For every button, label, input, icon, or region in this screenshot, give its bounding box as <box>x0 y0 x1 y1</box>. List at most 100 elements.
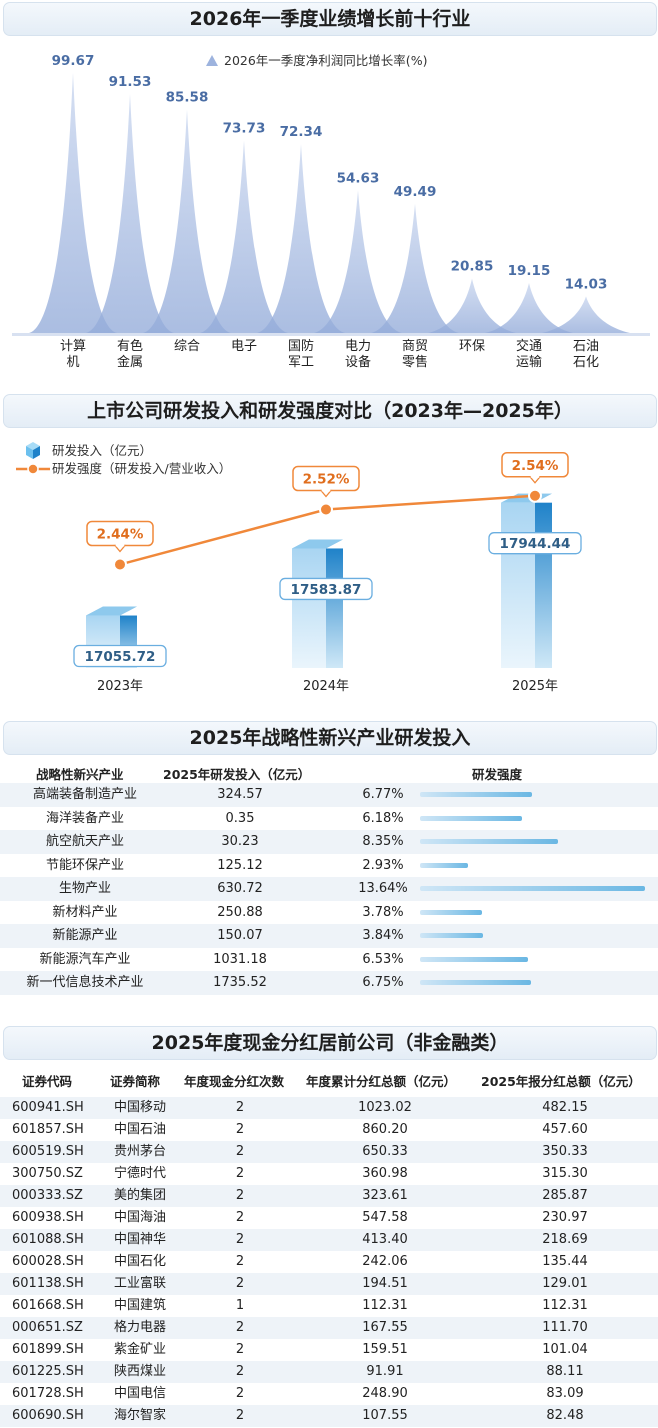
stock-name: 陕西煤业 <box>113 1364 166 1379</box>
industry-row: 新一代信息技术产业 1735.52 6.75% <box>0 971 658 995</box>
industry-row: 生物产业 630.72 13.64% <box>0 877 658 901</box>
legend-triangle-icon <box>206 55 218 66</box>
stock-name: 宁德时代 <box>113 1166 166 1181</box>
industry-intensity: 6.53% <box>362 951 404 967</box>
intensity-point <box>113 557 127 572</box>
industry-investment: 250.88 <box>217 904 263 920</box>
dividend-total: 547.58 <box>362 1210 408 1225</box>
s3-header-investment: 2025年研发投入（亿元） <box>163 767 311 782</box>
industry-investment: 125.12 <box>217 857 263 873</box>
bar-front <box>292 548 326 668</box>
dividend-annual: 482.15 <box>542 1100 588 1115</box>
peak-category-label: 金属 <box>117 354 143 370</box>
peak-shape <box>86 94 174 333</box>
dividend-total: 360.98 <box>362 1166 408 1181</box>
bar-value-label: 17055.72 <box>85 649 156 665</box>
s3-header-intensity: 研发强度 <box>472 767 523 782</box>
dividend-row: 601088.SH 中国神华 2 413.40 218.69 <box>0 1229 658 1251</box>
dividend-times: 2 <box>235 1342 245 1357</box>
dividend-annual: 230.97 <box>542 1210 588 1225</box>
dividend-annual: 101.04 <box>542 1342 588 1357</box>
dividend-row: 601899.SH 紫金矿业 2 159.51 101.04 <box>0 1339 658 1361</box>
s3-header-industry: 战略性新兴产业 <box>36 767 124 782</box>
industry-name: 生物产业 <box>58 881 111 896</box>
stock-name: 中国电信 <box>113 1386 166 1401</box>
peak-category-label: 石油 <box>573 339 599 354</box>
peak-category-label: 石化 <box>573 355 599 370</box>
peak-value-label: 72.34 <box>280 124 323 140</box>
stock-code: 601857.SH <box>12 1122 84 1137</box>
dividend-row: 600938.SH 中国海油 2 547.58 230.97 <box>0 1207 658 1229</box>
dividend-row: 600028.SH 中国石化 2 242.06 135.44 <box>0 1251 658 1273</box>
legend-line-label: 研发强度（研发投入/营业收入） <box>52 461 231 476</box>
dividend-times: 2 <box>235 1320 245 1335</box>
industry-name: 高端装备制造产业 <box>32 787 137 802</box>
peak-value-label: 91.53 <box>109 74 152 90</box>
stock-name: 中国建筑 <box>113 1298 166 1313</box>
s4-header-annual: 2025年报分红总额（亿元） <box>481 1074 641 1089</box>
dividend-row: 601857.SH 中国石油 2 860.20 457.60 <box>0 1119 658 1141</box>
peak-category-label: 商贸 <box>402 339 428 354</box>
dividend-row: 601668.SH 中国建筑 1 112.31 112.31 <box>0 1295 658 1317</box>
s4-header-total: 年度累计分红总额（亿元） <box>306 1074 457 1089</box>
industry-name: 海洋装备产业 <box>45 810 124 826</box>
dividend-times: 2 <box>235 1364 245 1379</box>
peak-shape <box>428 278 516 333</box>
dividend-row: 601225.SH 陕西煤业 2 91.91 88.11 <box>0 1361 658 1383</box>
industry-intensity: 8.35% <box>362 834 404 849</box>
peak-shape <box>542 296 630 333</box>
stock-name: 中国石化 <box>113 1254 166 1269</box>
section2-title: 上市公司研发投入和研发强度对比（2023年—2025年） <box>3 394 657 428</box>
dividend-annual: 88.11 <box>546 1364 584 1379</box>
legend-line-icon <box>16 463 50 475</box>
peak-shape <box>143 109 231 333</box>
stock-code: 600690.SH <box>12 1408 84 1423</box>
dividend-annual: 457.60 <box>542 1122 588 1137</box>
peak-value-label: 20.85 <box>451 259 494 275</box>
stock-name: 工业富联 <box>113 1276 166 1291</box>
peak-shape <box>29 72 117 333</box>
dividend-row: 601138.SH 工业富联 2 194.51 129.01 <box>0 1273 658 1295</box>
industry-name: 新材料产业 <box>52 904 118 920</box>
peak-category-label: 综合 <box>174 339 200 354</box>
bar-side <box>326 548 343 668</box>
dividend-annual: 350.33 <box>542 1144 588 1159</box>
dividend-total: 1023.02 <box>358 1100 412 1115</box>
dividend-annual: 135.44 <box>542 1254 588 1269</box>
stock-code: 300750.SZ <box>12 1166 83 1181</box>
intensity-bar <box>420 792 532 797</box>
peak-category-label: 电力 <box>345 339 371 354</box>
year-label: 2024年 <box>303 679 349 694</box>
industry-row: 新能源汽车产业 1031.18 6.53% <box>0 948 658 972</box>
intensity-point <box>528 488 542 503</box>
dividend-annual: 83.09 <box>546 1386 584 1401</box>
dividend-times: 2 <box>235 1254 245 1269</box>
industry-investment: 30.23 <box>221 834 259 849</box>
dividend-times: 2 <box>235 1166 245 1181</box>
peak-value-label: 54.63 <box>337 170 380 186</box>
dividend-times: 2 <box>235 1100 245 1115</box>
peak-value-label: 99.67 <box>52 53 95 69</box>
industry-intensity: 3.84% <box>362 928 404 943</box>
dividend-times: 1 <box>235 1298 245 1313</box>
dividend-annual: 112.31 <box>542 1298 588 1313</box>
intensity-value-label: 2.52% <box>303 472 350 488</box>
section4-title: 2025年度现金分红居前公司（非金融类） <box>3 1026 657 1060</box>
dividend-total: 194.51 <box>362 1276 408 1291</box>
peak-value-label: 85.58 <box>166 90 209 106</box>
bar-value-box <box>73 644 167 668</box>
intensity-bar <box>420 815 522 821</box>
peak-category-label: 运输 <box>516 354 542 370</box>
dividend-total: 860.20 <box>362 1122 408 1137</box>
dividend-times: 2 <box>235 1210 245 1225</box>
dividend-annual: 82.48 <box>546 1408 584 1423</box>
industry-investment: 150.07 <box>217 928 263 943</box>
stock-name: 格力电器 <box>113 1320 166 1335</box>
peak-category-label: 电子 <box>231 339 257 354</box>
intensity-bar <box>420 839 558 844</box>
industry-row: 航空航天产业 30.23 8.35% <box>0 830 658 854</box>
intensity-bar <box>420 862 469 868</box>
industry-growth-chart: 2026年一季度净利润同比增长率(%) 99.67 91.53 85.58 73.73… <box>12 53 650 370</box>
intensity-bar <box>420 980 532 985</box>
peak-value-label: 73.73 <box>223 121 266 137</box>
